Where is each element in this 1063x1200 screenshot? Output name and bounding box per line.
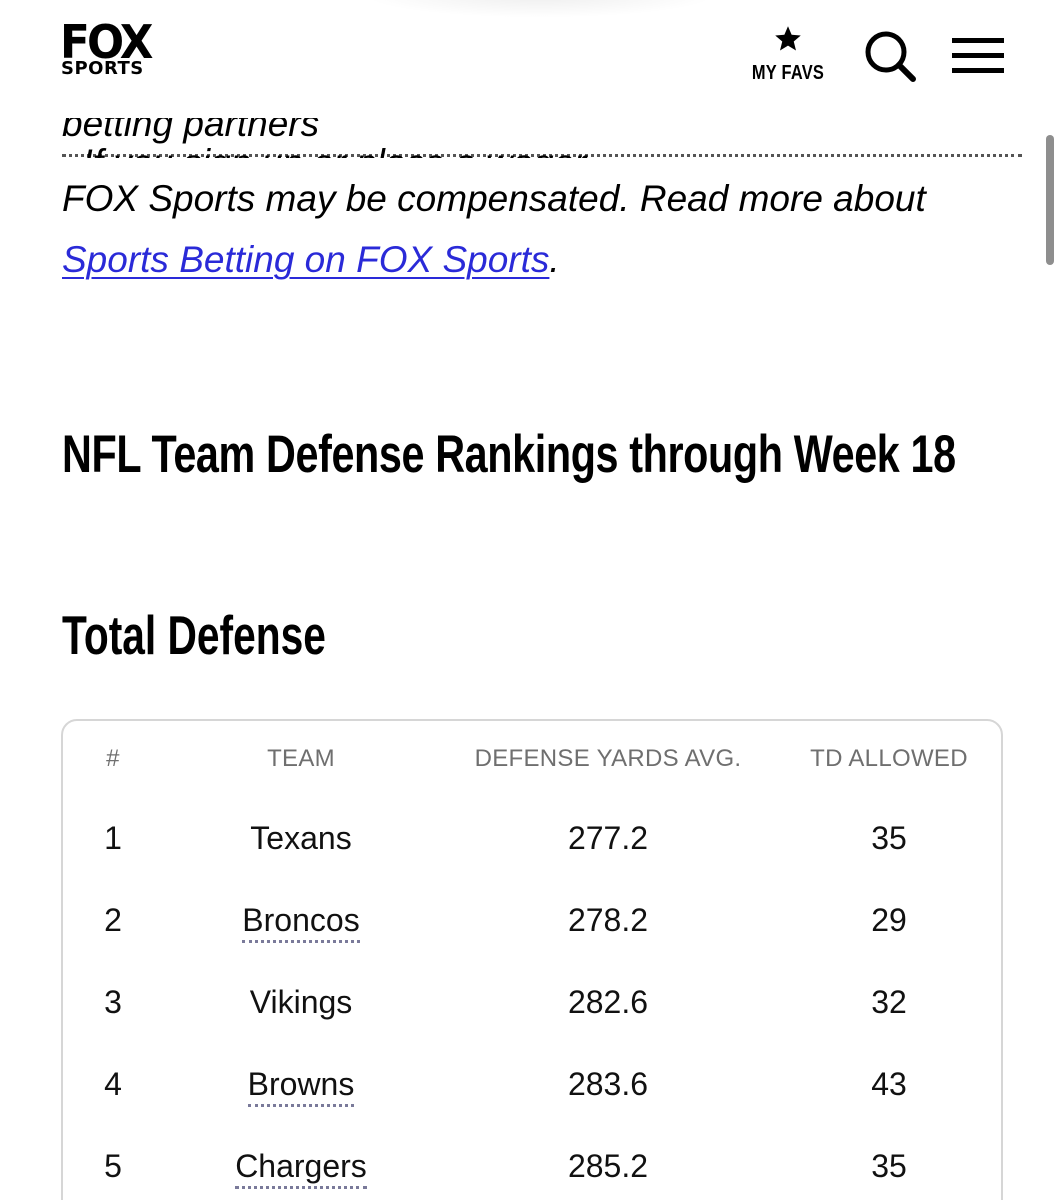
yards-cell: 285.2 bbox=[567, 1147, 649, 1184]
td-cell: 35 bbox=[871, 819, 907, 856]
rank-cell: 1 bbox=[104, 819, 122, 856]
header-td-allowed: TD ALLOWED bbox=[810, 745, 968, 772]
rank-cell: 5 bbox=[104, 1147, 122, 1184]
betting-partners-term[interactable]: betting partners bbox=[62, 118, 1022, 157]
rank-cell: 3 bbox=[104, 983, 122, 1020]
sports-betting-link[interactable]: Sports Betting on FOX Sports bbox=[62, 239, 550, 280]
team-cell: Texans bbox=[163, 797, 439, 879]
hamburger-menu-icon bbox=[952, 38, 1004, 73]
hamburger-menu-button[interactable] bbox=[952, 36, 1004, 76]
team-cell: Browns bbox=[163, 1043, 439, 1125]
search-icon bbox=[865, 31, 916, 82]
team-cell: Chargers bbox=[163, 1125, 439, 1200]
team-cell: Vikings bbox=[163, 961, 439, 1043]
header-shadow bbox=[360, 0, 720, 18]
team-link-texans[interactable]: Texans bbox=[250, 819, 352, 856]
yards-cell: 278.2 bbox=[567, 901, 649, 938]
star-icon bbox=[775, 26, 801, 51]
team-link-vikings[interactable]: Vikings bbox=[249, 983, 353, 1020]
logo-fox-text: FOX bbox=[60, 15, 153, 69]
header-team: TEAM bbox=[267, 745, 335, 772]
header-yards: DEFENSE YARDS AVG. bbox=[474, 745, 742, 772]
total-defense-table: # TEAM DEFENSE YARDS AVG. TD ALLOWED 1 T… bbox=[63, 721, 1001, 1200]
disclaimer-period: . bbox=[549, 239, 560, 280]
yards-cell: 283.6 bbox=[567, 1065, 649, 1102]
site-header: FOX SPORTS MY FAVS bbox=[0, 0, 1063, 118]
team-link-broncos[interactable]: Broncos bbox=[242, 901, 360, 943]
rank-cell: 2 bbox=[104, 901, 122, 938]
td-cell: 32 bbox=[871, 983, 907, 1020]
team-link-browns[interactable]: Browns bbox=[247, 1065, 355, 1107]
total-defense-table-card: # TEAM DEFENSE YARDS AVG. TD ALLOWED 1 T… bbox=[61, 719, 1003, 1200]
header-rank: # bbox=[106, 745, 120, 772]
logo-sports-text: SPORTS bbox=[61, 58, 144, 79]
team-link-chargers[interactable]: Chargers bbox=[235, 1147, 367, 1189]
table-row: 2 Broncos 278.2 29 bbox=[63, 879, 1001, 961]
page-scrollbar[interactable] bbox=[1046, 135, 1054, 265]
section-title: NFL Team Defense Rankings through Week 1… bbox=[62, 425, 956, 484]
rank-cell: 4 bbox=[104, 1065, 122, 1102]
team-cell: Broncos bbox=[163, 879, 439, 961]
table-row: 3 Vikings 282.6 32 bbox=[63, 961, 1001, 1043]
search-button[interactable] bbox=[862, 28, 918, 84]
table-row: 1 Texans 277.2 35 bbox=[63, 797, 1001, 879]
subsection-title: Total Defense bbox=[62, 604, 326, 666]
fox-sports-logo[interactable]: FOX SPORTS bbox=[60, 18, 170, 82]
disclaimer-clipped-line: betting partners. If you sign up or plac… bbox=[62, 118, 1022, 158]
td-cell: 35 bbox=[871, 1147, 907, 1184]
table-row: 4 Browns 283.6 43 bbox=[63, 1043, 1001, 1125]
table-header-row: # TEAM DEFENSE YARDS AVG. TD ALLOWED bbox=[63, 721, 1001, 797]
my-favs-label: MY FAVS bbox=[751, 62, 825, 84]
yards-cell: 277.2 bbox=[567, 819, 649, 856]
table-row: 5 Chargers 285.2 35 bbox=[63, 1125, 1001, 1200]
disclaimer-line: FOX Sports may be compensated. Read more… bbox=[62, 178, 926, 219]
yards-cell: 282.6 bbox=[567, 983, 649, 1020]
td-cell: 29 bbox=[871, 901, 907, 938]
disclaimer-link-line: Sports Betting on FOX Sports. bbox=[62, 229, 560, 290]
td-cell: 43 bbox=[871, 1065, 907, 1102]
disclaimer-clipped-text: . If you sign up or place a wager, bbox=[62, 132, 1022, 158]
my-favs-button[interactable]: MY FAVS bbox=[742, 24, 834, 94]
